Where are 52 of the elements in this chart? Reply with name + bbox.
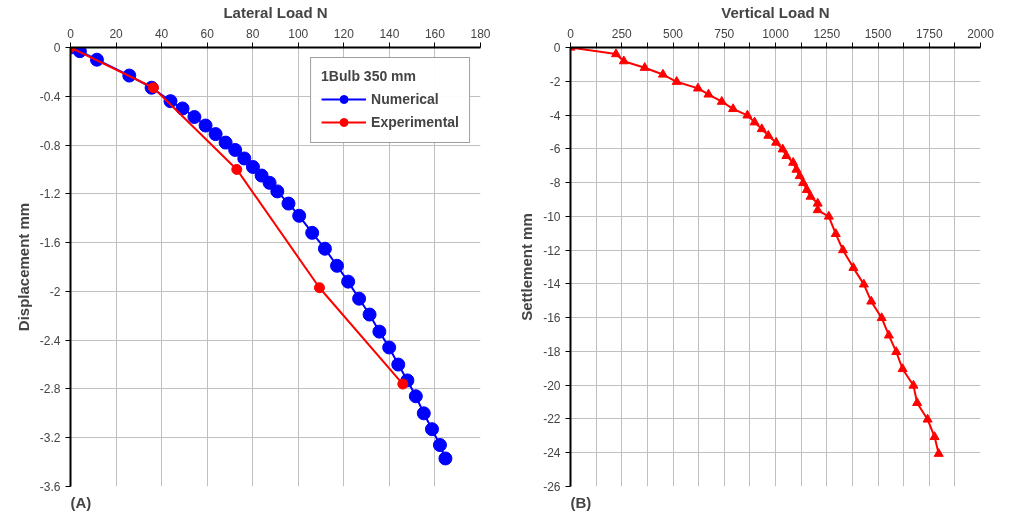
y-tick-label: -22	[543, 412, 561, 427]
y-axis-title: Settlement mm	[518, 213, 536, 321]
y-tick-label: -0.8	[39, 138, 61, 153]
x-tick-label: 1500	[864, 26, 892, 41]
y-tick-label: -2.4	[39, 333, 61, 348]
x-tick-label: 1000	[762, 26, 790, 41]
y-tick-label: -4	[549, 108, 561, 123]
y-tick-label: -18	[543, 344, 561, 359]
y-tick-label: -2	[49, 284, 61, 299]
y-tick-label: -3.6	[39, 480, 61, 494]
x-tick-label: 40	[154, 26, 169, 41]
y-tick-label: -1.2	[39, 187, 61, 202]
text: (B)	[570, 493, 592, 511]
y-tick-label: -26	[543, 480, 561, 494]
legend-title: 1Bulb 350 mm	[321, 68, 417, 84]
y-tick-label: -20	[543, 378, 561, 393]
legend-label: Numerical	[371, 91, 439, 107]
y-tick-label: -16	[543, 311, 561, 326]
y-tick-label: -3.2	[39, 431, 61, 446]
x-tick-label: 1250	[813, 26, 841, 41]
x-tick-label: 1750	[915, 26, 943, 41]
x-tick-label: 140	[379, 26, 400, 41]
x-axis-title: Vertical Load N	[721, 3, 830, 21]
y-tick-label: 0	[553, 41, 561, 55]
y-tick-label: -12	[543, 243, 561, 258]
y-tick-label: -14	[543, 277, 561, 292]
x-tick-label: 120	[333, 26, 355, 41]
x-tick-label: 100	[288, 26, 309, 41]
x-tick-label: 500	[662, 26, 684, 41]
x-tick-label: 2000	[967, 26, 995, 41]
y-tick-label: -1.6	[39, 236, 61, 251]
y-tick-label: -2	[549, 74, 561, 89]
x-tick-label: 60	[200, 26, 215, 41]
y-tick-label: -2.8	[39, 382, 61, 397]
x-tick-label: 180	[470, 26, 491, 41]
text: (A)	[70, 493, 92, 511]
y-axis-title: Displacement mm	[14, 202, 32, 332]
x-tick-label: 250	[611, 26, 633, 41]
y-tick-label: -10	[543, 209, 561, 224]
x-tick-label: 80	[246, 26, 260, 41]
y-tick-label: -8	[549, 176, 561, 191]
x-tick-label: 160	[424, 26, 446, 41]
x-tick-label: 0	[567, 26, 575, 41]
y-tick-label: -24	[543, 446, 561, 461]
y-tick-label: -6	[549, 142, 561, 157]
x-tick-label: 20	[109, 26, 124, 41]
x-tick-label: 750	[714, 26, 735, 41]
x-tick-label: 0	[67, 26, 75, 41]
x-axis-title: Lateral Load N	[223, 3, 328, 21]
legend-label: Experimental	[371, 114, 459, 130]
y-tick-label: -0.4	[39, 89, 61, 104]
y-tick-label: 0	[53, 41, 61, 55]
